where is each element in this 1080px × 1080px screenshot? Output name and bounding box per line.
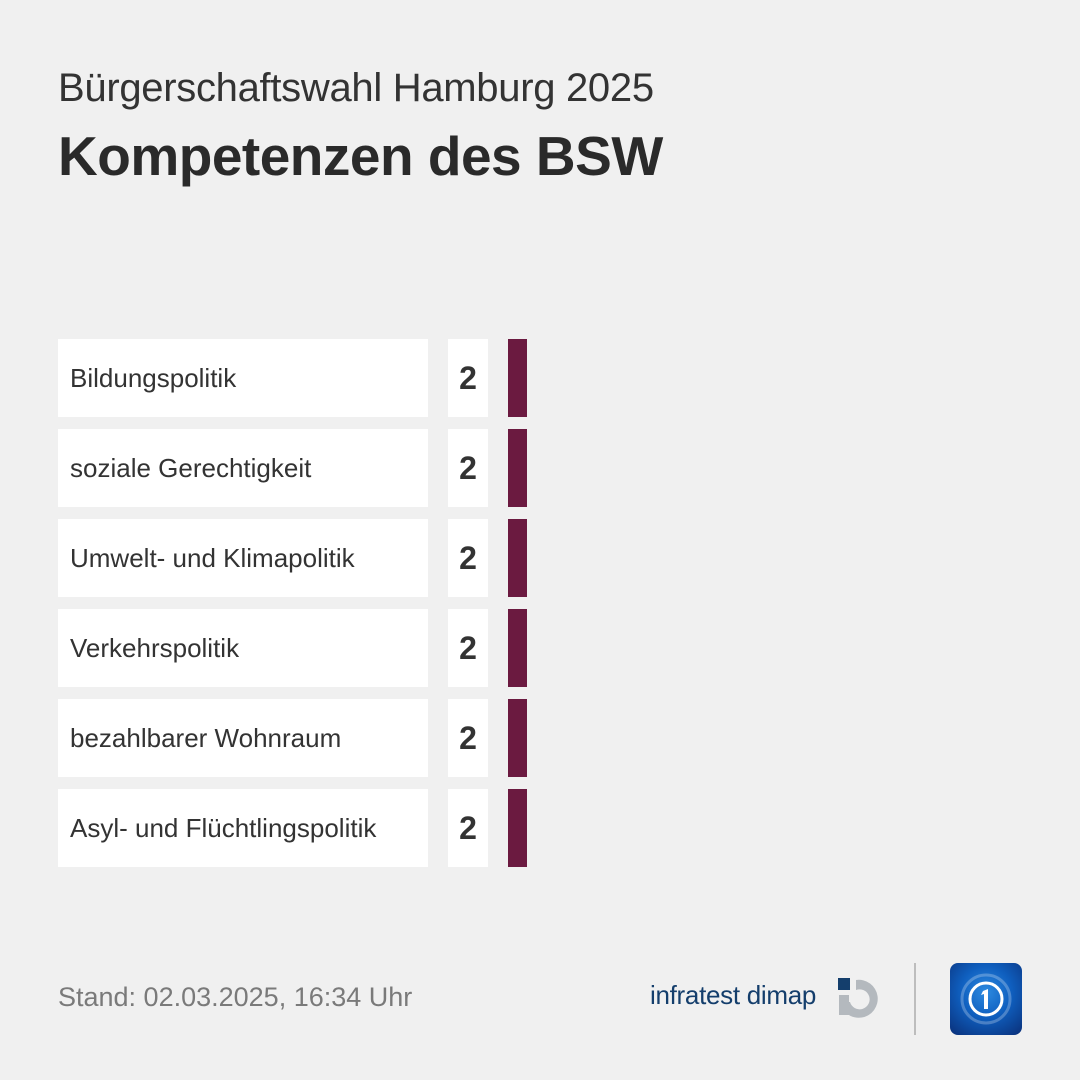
infratest-dimap-wordmark: infratest dimap — [650, 980, 817, 1010]
row-value: 2 — [448, 519, 488, 597]
row-label: Verkehrspolitik — [58, 609, 428, 687]
row-value: 2 — [448, 429, 488, 507]
tagesschau-logo-icon — [950, 963, 1022, 1035]
chart-title: Kompetenzen des BSW — [58, 125, 663, 187]
chart-subtitle: Bürgerschaftswahl Hamburg 2025 — [58, 66, 654, 110]
row-label: Bildungspolitik — [58, 339, 428, 417]
row-label: soziale Gerechtigkeit — [58, 429, 428, 507]
row-bar — [508, 519, 527, 597]
row-bar — [508, 609, 527, 687]
row-bar — [508, 789, 527, 867]
footer-divider — [914, 963, 916, 1035]
row-label: bezahlbarer Wohnraum — [58, 699, 428, 777]
row-value: 2 — [448, 699, 488, 777]
row-value: 2 — [448, 339, 488, 417]
timestamp: Stand: 02.03.2025, 16:34 Uhr — [58, 982, 413, 1012]
infratest-dimap-logo-icon — [838, 978, 878, 1018]
row-value: 2 — [448, 609, 488, 687]
row-value: 2 — [448, 789, 488, 867]
row-bar — [508, 339, 527, 417]
row-bar — [508, 699, 527, 777]
row-label: Umwelt- und Klimapolitik — [58, 519, 428, 597]
row-label: Asyl- und Flüchtlingspolitik — [58, 789, 428, 867]
row-bar — [508, 429, 527, 507]
